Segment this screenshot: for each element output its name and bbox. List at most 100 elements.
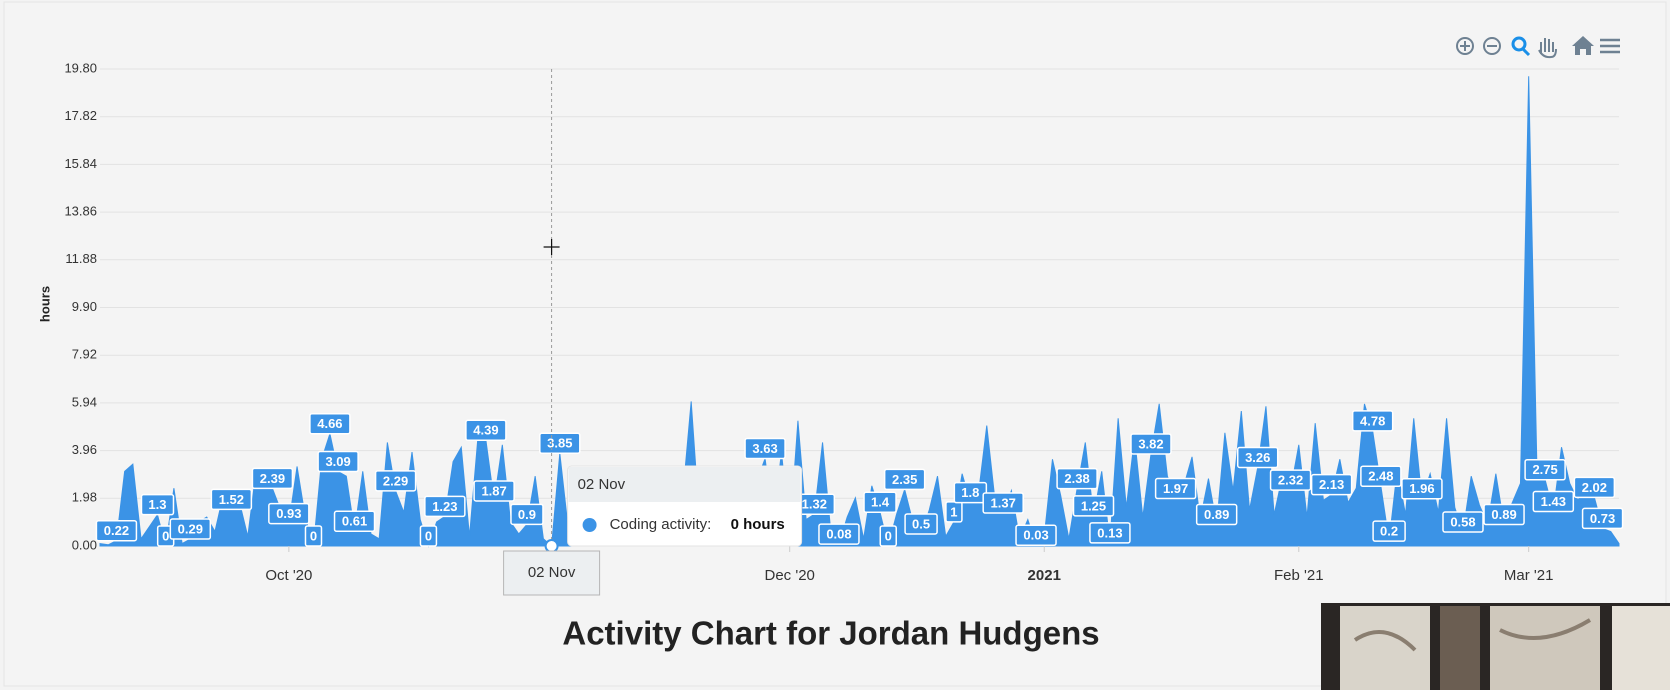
tooltip-layer: 02 Nov 02 Nov Coding activity: 0 hours — [503, 69, 803, 596]
hover-marker — [544, 539, 559, 553]
y-tick-label: 17.82 — [64, 108, 97, 123]
data-label: 4.39 — [473, 423, 498, 438]
tooltip-series: Coding activity: — [610, 516, 712, 533]
y-tick-label: 1.98 — [72, 490, 97, 505]
data-label: 0.03 — [1023, 528, 1048, 543]
data-label: 2.75 — [1532, 462, 1557, 477]
data-label: 1.43 — [1541, 494, 1566, 509]
tooltip-header — [568, 467, 801, 502]
grid — [100, 68, 1619, 547]
data-label-bg — [1195, 503, 1238, 526]
zoom-in-button[interactable] — [1456, 37, 1474, 55]
data-label-bg — [419, 525, 438, 547]
data-label-bg — [744, 437, 786, 460]
data-label-bg — [510, 503, 544, 526]
x-tick-label: Mar '21 — [1504, 567, 1554, 584]
data-label: 0.89 — [1491, 507, 1516, 522]
data-label-bg — [863, 491, 897, 514]
data-label: 0.13 — [1097, 525, 1122, 540]
menu-button[interactable] — [1600, 38, 1620, 54]
reset-button[interactable] — [1572, 36, 1594, 55]
data-label: 2.13 — [1319, 477, 1344, 492]
data-label: 1.23 — [432, 499, 457, 514]
data-label: 2.48 — [1368, 469, 1393, 484]
data-label: 0 — [425, 528, 432, 543]
data-label-bg — [1236, 446, 1279, 469]
data-label-bg — [539, 432, 581, 454]
data-label-bg — [374, 470, 417, 492]
data-label: 2.35 — [892, 472, 917, 487]
data-label-bg — [465, 419, 507, 441]
data-label: 0 — [162, 528, 169, 543]
zoom-select-button[interactable] — [1511, 36, 1531, 57]
y-tick-label: 15.84 — [64, 156, 97, 171]
data-label: 2.02 — [1582, 480, 1607, 495]
data-label-bg — [904, 513, 938, 535]
data-label: 2.29 — [383, 473, 408, 488]
y-tick-label: 7.92 — [72, 347, 97, 362]
y-tick-label: 0.00 — [72, 537, 97, 552]
data-label: 2.38 — [1064, 471, 1089, 486]
data-label: 1.3 — [148, 497, 166, 512]
data-label: 0.2 — [1380, 524, 1398, 539]
data-label: 1.4 — [871, 495, 890, 510]
data-label-bg — [309, 412, 351, 435]
tooltip-value: 0 hours — [731, 516, 785, 533]
tooltip-title: 02 Nov — [578, 476, 626, 493]
webcam-overlay — [1321, 603, 1670, 690]
data-label-bg — [1154, 477, 1197, 500]
toolbar — [1456, 36, 1620, 59]
data-label-bg — [1310, 473, 1353, 496]
zoom-out-button[interactable] — [1483, 37, 1501, 55]
data-label: 3.09 — [325, 454, 350, 469]
data-label-bg — [473, 480, 515, 502]
data-label: 1.97 — [1163, 481, 1188, 496]
data-labels: 0.22 1.3 0 0.29 1.52 2.39 0.93 0 4.66 3.09 0.61 2.2… — [95, 410, 1624, 547]
data-label: 1.37 — [991, 495, 1016, 510]
data-label: 3.63 — [752, 441, 777, 456]
pan-button[interactable] — [1538, 38, 1557, 59]
data-label: 2.32 — [1278, 473, 1303, 488]
y-tick-label: 5.94 — [72, 394, 97, 409]
data-label: 0.22 — [104, 523, 129, 538]
data-label: 0.29 — [178, 521, 203, 536]
data-label-bg — [1360, 465, 1402, 488]
crosshair-label: 02 Nov — [528, 564, 576, 581]
data-label-bg — [818, 523, 860, 545]
crosshair-label-bg — [503, 550, 601, 596]
y-tick-label: 19.80 — [64, 60, 97, 75]
data-label-bg — [1351, 410, 1394, 432]
data-label-bg — [1056, 467, 1098, 490]
y-tick-label: 3.96 — [72, 442, 97, 457]
data-label-bg — [1130, 433, 1172, 455]
axes: 0.00 1.98 3.96 5.94 7.92 9.90 11.88 13.86 15.84 1… — [64, 60, 1553, 584]
data-label-bg — [424, 495, 466, 518]
data-label: 0.9 — [518, 507, 536, 522]
data-label: 0.61 — [342, 514, 367, 529]
data-label: 0.89 — [1204, 507, 1229, 522]
x-tick-label: 2021 — [1028, 567, 1061, 584]
data-label: 0.73 — [1590, 511, 1615, 526]
data-label: 4.78 — [1360, 413, 1385, 428]
data-label-bg — [1524, 459, 1566, 481]
data-label: 2.39 — [260, 471, 285, 486]
data-label: 0.93 — [276, 506, 301, 521]
data-label: 0 — [310, 528, 317, 543]
data-label-bg — [169, 518, 212, 540]
data-label-bg — [1269, 469, 1312, 491]
data-label-bg — [1532, 490, 1575, 513]
y-tick-label: 11.88 — [65, 251, 97, 266]
data-label-bg — [210, 488, 253, 511]
data-label-bg — [140, 493, 175, 516]
data-label-bg — [333, 510, 376, 533]
data-label-bg — [1483, 503, 1525, 526]
data-label: 1 — [950, 504, 957, 519]
data-label: 1.52 — [219, 492, 244, 507]
data-label-bg — [1442, 511, 1484, 533]
data-label: 1.8 — [961, 485, 979, 500]
x-tick-label: Dec '20 — [765, 567, 815, 584]
data-label: 4.66 — [317, 416, 342, 431]
data-label-bg — [1089, 522, 1131, 544]
data-label: 3.85 — [547, 436, 572, 451]
y-tick-label: 9.90 — [72, 299, 97, 314]
